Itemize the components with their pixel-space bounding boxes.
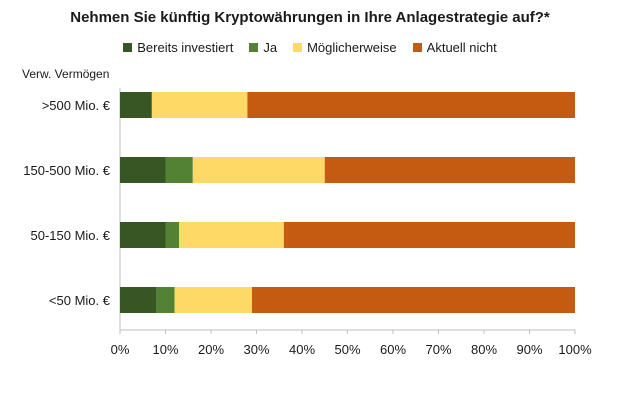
bar-segment bbox=[251, 287, 575, 313]
x-tick-label: 50% bbox=[334, 342, 360, 357]
x-tick-label: 40% bbox=[289, 342, 315, 357]
legend-label: Möglicherweise bbox=[307, 40, 397, 55]
bar-segment bbox=[192, 157, 325, 183]
x-tick-label: 60% bbox=[380, 342, 406, 357]
x-tick-label: 80% bbox=[471, 342, 497, 357]
bar-segment bbox=[120, 157, 166, 183]
bar-segment bbox=[156, 287, 175, 313]
bar-segment bbox=[165, 222, 180, 248]
bar-segment bbox=[120, 92, 152, 118]
legend-item-moeglicherweise: Möglicherweise bbox=[293, 40, 397, 55]
bar-segment bbox=[151, 92, 248, 118]
legend-swatch bbox=[293, 43, 303, 52]
bar-segment bbox=[283, 222, 575, 248]
x-tick-label: 20% bbox=[198, 342, 224, 357]
bar-segment bbox=[174, 287, 252, 313]
legend-label: Aktuell nicht bbox=[426, 40, 497, 55]
legend-item-bereits-investiert: Bereits investiert bbox=[123, 40, 233, 55]
bar-segment bbox=[247, 92, 575, 118]
legend-swatch bbox=[412, 43, 422, 52]
bar-segment bbox=[165, 157, 193, 183]
bar-segment bbox=[120, 287, 157, 313]
category-label: 150-500 Mio. € bbox=[23, 163, 110, 178]
legend-label: Bereits investiert bbox=[137, 40, 234, 55]
y-axis-title: Verw. Vermögen bbox=[22, 67, 110, 81]
bar-segment bbox=[179, 222, 284, 248]
x-tick-label: 70% bbox=[425, 342, 451, 357]
x-tick-label: 10% bbox=[152, 342, 178, 357]
x-tick-label: 30% bbox=[243, 342, 269, 357]
bar-segment bbox=[324, 157, 575, 183]
x-tick-label: 90% bbox=[516, 342, 542, 357]
category-label: <50 Mio. € bbox=[49, 293, 111, 308]
chart-legend: Bereits investiert Ja Möglicherweise Akt… bbox=[0, 40, 620, 55]
chart-title: Nehmen Sie künftig Kryptowährungen in Ih… bbox=[70, 9, 550, 26]
legend-item-aktuell-nicht: Aktuell nicht bbox=[412, 40, 497, 55]
category-label: >500 Mio. € bbox=[42, 98, 111, 113]
legend-item-ja: Ja bbox=[249, 40, 277, 55]
category-label: 50-150 Mio. € bbox=[31, 228, 111, 243]
legend-label: Ja bbox=[263, 40, 278, 55]
legend-swatch bbox=[123, 43, 133, 52]
bar-segment bbox=[120, 222, 166, 248]
legend-swatch bbox=[249, 43, 259, 52]
x-tick-label: 100% bbox=[558, 342, 592, 357]
x-tick-label: 0% bbox=[111, 342, 130, 357]
